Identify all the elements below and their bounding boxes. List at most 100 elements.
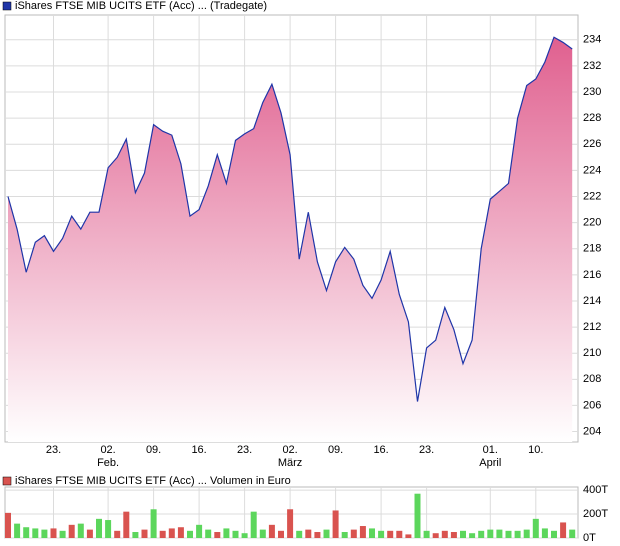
- y-tick-label: 208: [583, 373, 601, 385]
- volume-bar: [414, 493, 421, 538]
- volume-bar: [450, 532, 457, 538]
- legend-swatch: [2, 1, 12, 11]
- price-line: [7, 36, 573, 402]
- volume-bar: [323, 529, 330, 538]
- volume-bar: [560, 522, 567, 538]
- volume-bar: [305, 529, 312, 538]
- volume-bar: [250, 511, 257, 538]
- volume-bar: [105, 520, 112, 538]
- volume-bar: [469, 533, 476, 538]
- y-tick-label: 212: [583, 321, 601, 333]
- volume-bar: [332, 510, 339, 538]
- y-tick-label: 226: [583, 138, 601, 150]
- volume-bar: [423, 530, 430, 538]
- volume-bar: [96, 518, 102, 538]
- y-tick-label: 206: [583, 399, 601, 411]
- volume-bar: [350, 529, 357, 538]
- y-tick-label: 232: [583, 60, 601, 72]
- y-tick-label: 222: [583, 190, 601, 202]
- volume-bar: [187, 530, 193, 538]
- volume-bar: [287, 509, 294, 538]
- x-tick-label: 09.: [146, 444, 161, 456]
- volume-bar: [369, 528, 375, 538]
- y-tick-label: 234: [583, 34, 601, 46]
- volume-bar: [314, 532, 321, 538]
- volume-bar: [387, 530, 394, 538]
- volume-bar: [196, 524, 203, 538]
- volume-bar: [432, 533, 439, 538]
- volume-bar: [341, 532, 348, 538]
- y-tick-label: 400T: [583, 484, 608, 496]
- volume-bar: [150, 509, 157, 538]
- x-tick-label: 23.: [419, 444, 434, 456]
- volume-bar: [114, 530, 121, 538]
- volume-bar: [259, 529, 266, 538]
- y-tick-label: 230: [583, 86, 601, 98]
- volume-bar: [123, 511, 130, 538]
- volume-bar: [177, 527, 184, 538]
- volume-bar: [86, 529, 93, 538]
- volume-bar: [168, 528, 175, 538]
- y-tick-label: 0T: [583, 532, 596, 544]
- volume-bar: [32, 528, 39, 538]
- x-tick-label: 02.: [282, 444, 297, 456]
- y-tick-label: 220: [583, 217, 601, 229]
- legend-label: iShares FTSE MIB UCITS ETF (Acc) ... Vol…: [15, 475, 291, 487]
- y-tick-label: 204: [583, 425, 601, 437]
- volume-bar: [232, 530, 239, 538]
- area-fill: [8, 37, 573, 442]
- volume-bar: [5, 512, 11, 538]
- volume-bar: [496, 529, 503, 538]
- x-tick-label: 23.: [46, 444, 61, 456]
- volume-bar: [23, 527, 30, 538]
- volume-bar: [141, 529, 148, 538]
- volume-bar: [441, 530, 448, 538]
- x-month-label: April: [479, 457, 501, 469]
- y-tick-label: 210: [583, 347, 601, 359]
- y-tick-label: 216: [583, 269, 601, 281]
- x-month-label: Feb.: [97, 457, 119, 469]
- x-tick-label: 02.: [100, 444, 115, 456]
- volume-bar: [159, 530, 166, 538]
- volume-bar: [523, 529, 530, 538]
- volume-bar: [14, 523, 21, 538]
- x-tick-label: 16.: [191, 444, 206, 456]
- legend-swatch: [2, 476, 12, 486]
- x-tick-label: 09.: [328, 444, 343, 456]
- y-tick-label: 218: [583, 243, 601, 255]
- volume-bar: [278, 530, 284, 538]
- x-tick-label: 23.: [237, 444, 252, 456]
- volume-bar: [541, 528, 548, 538]
- volume-bar: [378, 530, 385, 538]
- volume-bar: [296, 530, 303, 538]
- volume-bar: [532, 518, 539, 538]
- y-tick-label: 200T: [583, 508, 608, 520]
- volume-bar: [514, 530, 521, 538]
- volume-bar: [59, 530, 66, 538]
- y-tick-label: 214: [583, 295, 601, 307]
- legend-label: iShares FTSE MIB UCITS ETF (Acc) ... (Tr…: [15, 0, 267, 12]
- volume-bar: [41, 529, 48, 538]
- volume-bar: [396, 530, 403, 538]
- volume-bar: [132, 532, 139, 538]
- volume-bar: [214, 532, 221, 538]
- volume-bar: [68, 524, 75, 538]
- volume-bar: [77, 523, 84, 538]
- volume-bar: [551, 530, 557, 538]
- y-tick-label: 228: [583, 112, 601, 124]
- volume-bar: [460, 530, 466, 538]
- x-tick-label: 16.: [373, 444, 388, 456]
- volume-bar: [223, 528, 230, 538]
- volume-bar: [268, 524, 275, 538]
- volume-bar: [487, 529, 494, 538]
- volume-bar: [478, 530, 485, 538]
- y-tick-label: 224: [583, 164, 601, 176]
- volume-bar: [569, 529, 576, 538]
- volume-bar: [505, 530, 512, 538]
- volume-bar: [205, 529, 212, 538]
- x-tick-label: 10.: [528, 444, 543, 456]
- volume-bar: [50, 528, 57, 538]
- volume-bar: [359, 526, 366, 538]
- volume-bar: [405, 534, 412, 538]
